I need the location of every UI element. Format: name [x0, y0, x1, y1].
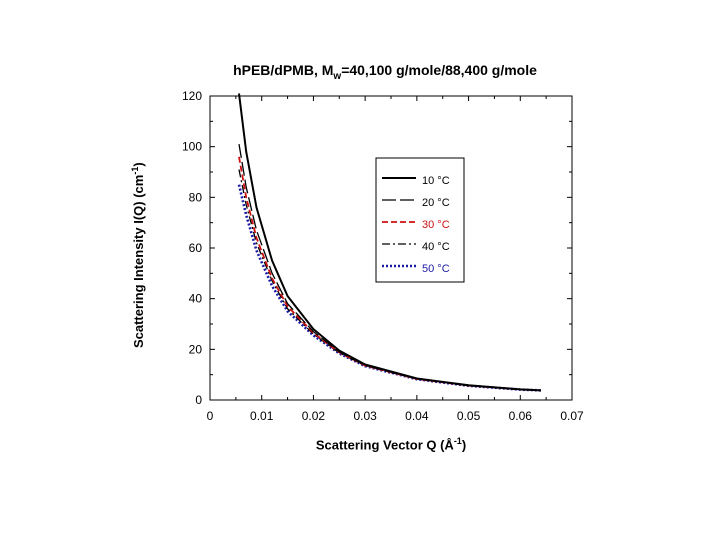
y-tick-label: 80	[189, 190, 203, 204]
x-tick-label: 0.03	[353, 409, 377, 423]
y-tick-label: 20	[189, 342, 203, 356]
series-line	[238, 93, 542, 392]
y-tick-label: 100	[182, 140, 202, 154]
legend-label: 10 °C	[422, 175, 450, 187]
x-tick-label: 0.04	[405, 409, 429, 423]
legend-box	[375, 157, 465, 283]
legend-label: 20 °C	[422, 197, 450, 209]
legend-label: 30 °C	[422, 219, 450, 231]
x-tick-label: 0.01	[250, 409, 274, 423]
y-tick-label: 120	[182, 89, 202, 103]
x-tick-label: 0.07	[560, 409, 584, 423]
legend-label: 40 °C	[422, 241, 450, 253]
x-tick-label: 0.05	[457, 409, 481, 423]
series-line	[237, 184, 542, 392]
y-tick-label: 60	[189, 241, 203, 255]
x-tick-label: 0.02	[302, 409, 326, 423]
chart-title: hPEB/dPMB, Mw=40,100 g/mole/88,400 g/mol…	[233, 62, 537, 82]
x-tick-label: 0.06	[509, 409, 533, 423]
y-tick-label: 0	[195, 393, 202, 407]
legend-label: 50 °C	[422, 263, 450, 275]
x-tick-label: 0	[207, 409, 214, 423]
y-axis-label: Scattering Intensity I(Q) (cm-1)	[129, 162, 147, 349]
x-axis-label: Scattering Vector Q (Å-1)	[315, 436, 467, 453]
y-tick-label: 40	[189, 292, 203, 306]
